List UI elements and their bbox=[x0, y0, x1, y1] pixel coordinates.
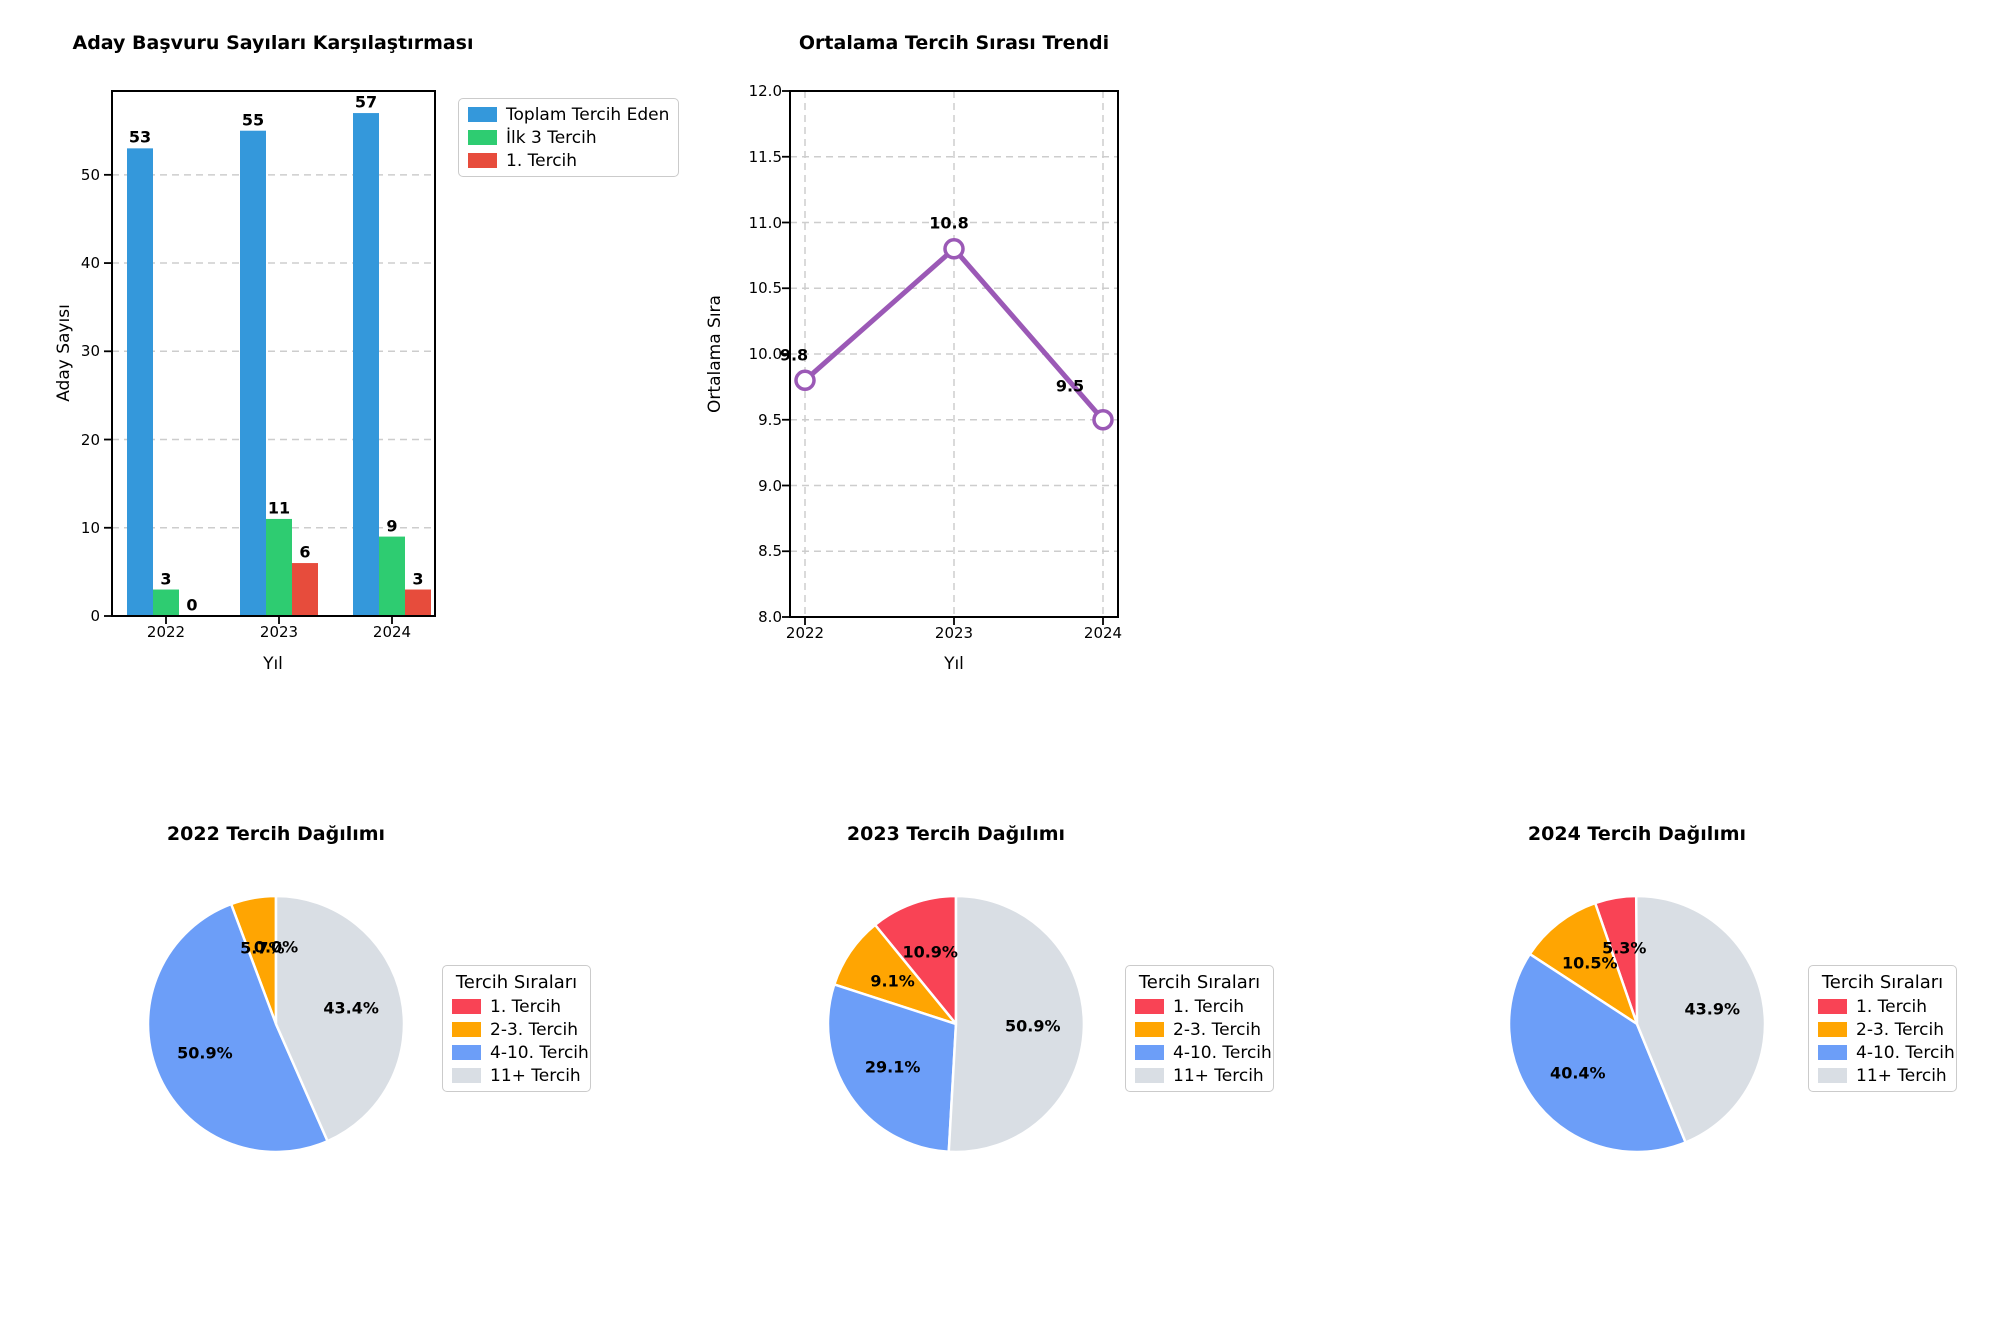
legend-item: 2-3. Tercih bbox=[1818, 1018, 1947, 1041]
legend-swatch bbox=[1818, 1068, 1847, 1083]
legend-swatch bbox=[1135, 999, 1164, 1014]
pie-slice bbox=[947, 894, 1086, 1154]
legend-swatch bbox=[468, 107, 497, 122]
legend-item: 4-10. Tercih bbox=[452, 1041, 589, 1064]
legend-swatch bbox=[452, 1022, 481, 1037]
legend-swatch bbox=[1818, 999, 1847, 1014]
pie-slice bbox=[274, 894, 406, 1143]
bar-chart-xlabel: Yıl bbox=[263, 654, 283, 674]
bar bbox=[379, 536, 405, 616]
legend-swatch bbox=[452, 999, 481, 1014]
pie-2024-legend: Tercih Sıraları 1. Tercih 2-3. Tercih 4-10… bbox=[1808, 965, 1957, 1092]
legend-item: 11+ Tercih bbox=[1135, 1064, 1264, 1087]
pie-slice bbox=[1634, 894, 1767, 1144]
legend-title: Tercih Sıraları bbox=[455, 972, 578, 993]
legend-item-label: 11+ Tercih bbox=[1173, 1065, 1264, 1086]
legend-item-label: 2-3. Tercih bbox=[490, 1019, 578, 1040]
legend-item: 1. Tercih bbox=[468, 149, 669, 172]
legend-item: 1. Tercih bbox=[1818, 995, 1947, 1018]
legend-item-label: 1. Tercih bbox=[490, 996, 562, 1017]
pie-2024-title: 2024 Tercih Dağılımı bbox=[1527, 823, 1747, 845]
legend-swatch bbox=[1135, 1022, 1164, 1037]
pie-slice bbox=[826, 983, 958, 1154]
axis-spine bbox=[111, 90, 436, 617]
line-chart-xlabel: Yıl bbox=[944, 654, 964, 674]
bar bbox=[353, 113, 379, 616]
legend-swatch bbox=[1135, 1045, 1164, 1060]
legend-item-label: İlk 3 Tercih bbox=[506, 127, 597, 148]
legend-swatch bbox=[452, 1068, 481, 1083]
bar bbox=[266, 518, 292, 616]
bar-chart-legend: Toplam Tercih Eden İlk 3 Tercih 1. Tercih bbox=[458, 98, 679, 177]
pie-2022-legend: Tercih Sıraları 1. Tercih 2-3. Tercih 4-10… bbox=[442, 965, 591, 1092]
legend-item: 1. Tercih bbox=[1135, 995, 1264, 1018]
legend-item: 11+ Tercih bbox=[452, 1064, 581, 1087]
legend-item: Toplam Tercih Eden bbox=[468, 103, 669, 126]
data-point-marker bbox=[943, 238, 965, 260]
legend-item-label: 4-10. Tercih bbox=[490, 1042, 589, 1063]
legend-item-label: 1. Tercih bbox=[506, 150, 578, 171]
legend-swatch bbox=[1818, 1045, 1847, 1060]
legend-item-label: 2-3. Tercih bbox=[1173, 1019, 1261, 1040]
legend-item: 2-3. Tercih bbox=[452, 1018, 581, 1041]
bar bbox=[127, 148, 153, 616]
pie-slice bbox=[146, 902, 329, 1154]
legend-swatch bbox=[468, 153, 497, 168]
pie-2023-legend: Tercih Sıraları 1. Tercih 2-3. Tercih 4-10… bbox=[1125, 965, 1274, 1092]
legend-title: Tercih Sıraları bbox=[1821, 972, 1944, 993]
legend-swatch bbox=[468, 130, 497, 145]
legend-title: Tercih Sıraları bbox=[1138, 972, 1261, 993]
pie-2023-title: 2023 Tercih Dağılımı bbox=[846, 823, 1066, 845]
legend-item-label: Toplam Tercih Eden bbox=[506, 104, 670, 125]
bar-chart-ylabel: Aday Sayısı bbox=[54, 304, 74, 402]
pie-slice bbox=[1528, 901, 1639, 1026]
legend-item: 11+ Tercih bbox=[1818, 1064, 1947, 1087]
bar-chart-title: Aday Başvuru Sayıları Karşılaştırması bbox=[72, 32, 474, 54]
bar bbox=[292, 563, 318, 616]
legend-item-label: 4-10. Tercih bbox=[1173, 1042, 1272, 1063]
pie-slice bbox=[873, 894, 958, 1026]
legend-item: İlk 3 Tercih bbox=[468, 126, 669, 149]
legend-swatch bbox=[1818, 1022, 1847, 1037]
legend-item-label: 2-3. Tercih bbox=[1856, 1019, 1944, 1040]
legend-swatch bbox=[452, 1045, 481, 1060]
line-chart-title: Ortalama Tercih Sırası Trendi bbox=[798, 32, 1110, 54]
bar bbox=[240, 130, 266, 617]
legend-item-label: 1. Tercih bbox=[1856, 996, 1928, 1017]
legend-item-label: 11+ Tercih bbox=[490, 1065, 581, 1086]
bar bbox=[153, 589, 179, 616]
legend-item: 2-3. Tercih bbox=[1135, 1018, 1264, 1041]
bar bbox=[405, 589, 431, 616]
legend-item-label: 1. Tercih bbox=[1173, 996, 1245, 1017]
legend-item: 4-10. Tercih bbox=[1818, 1041, 1955, 1064]
legend-item-label: 4-10. Tercih bbox=[1856, 1042, 1955, 1063]
legend-item-label: 11+ Tercih bbox=[1856, 1065, 1947, 1086]
legend-item: 1. Tercih bbox=[452, 995, 581, 1018]
line-chart-ylabel: Ortalama Sıra bbox=[705, 295, 725, 413]
legend-item: 4-10. Tercih bbox=[1135, 1041, 1272, 1064]
data-point-marker bbox=[1092, 409, 1114, 431]
legend-swatch bbox=[1135, 1068, 1164, 1083]
pie-slice bbox=[1507, 952, 1687, 1154]
pie-2022-title: 2022 Tercih Dağılımı bbox=[166, 823, 386, 845]
data-point-marker bbox=[794, 369, 816, 392]
